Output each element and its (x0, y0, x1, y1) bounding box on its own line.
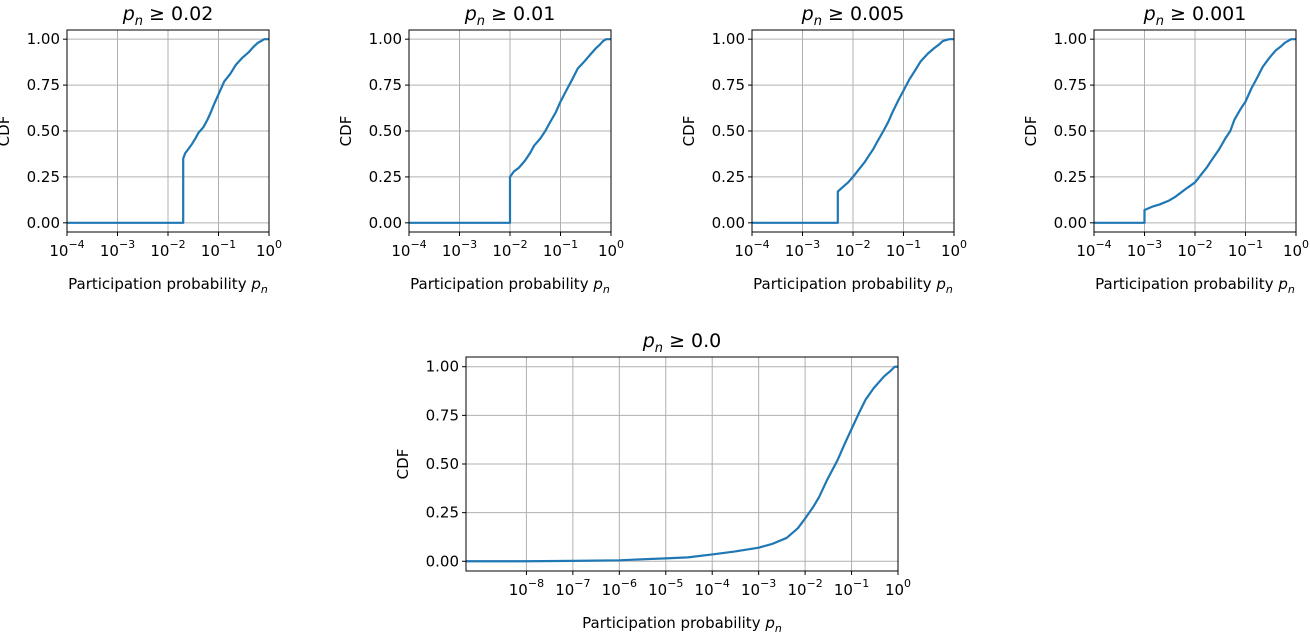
cdf-series-line (67, 38, 269, 224)
x-tick-label: 10−2 (1177, 238, 1212, 260)
plot-frame (1093, 29, 1297, 233)
chart-title: pn ≥ 0.01 (464, 3, 556, 29)
x-tick-label: 10−3 (442, 238, 477, 260)
y-tick-label: 0.00 (369, 214, 402, 232)
x-tick-label: 100 (885, 577, 911, 599)
chart-title: pn ≥ 0.02 (122, 3, 214, 29)
x-tick-label: 10−1 (543, 238, 578, 260)
y-tick-label: 1.00 (426, 358, 459, 376)
chart-title: pn ≥ 0.0 (642, 330, 722, 356)
y-tick-label: 0.00 (712, 214, 745, 232)
x-axis-label: Participation probability pn (68, 275, 268, 296)
y-axis-label: CDF (337, 116, 355, 147)
y-tick-label: 0.25 (27, 168, 60, 186)
plot-frame (408, 29, 612, 233)
chart-5: 0.00 0.25 0.50 0.75 1.00 10−8 10−7 10−6 10−5 10−4… (394, 330, 911, 635)
x-tick-label: 10−7 (555, 577, 590, 599)
cdf-series-line (466, 365, 898, 563)
x-tick-label: 10−3 (1127, 238, 1162, 260)
x-axis-label: Participation probability pn (410, 275, 610, 296)
y-axis-label: CDF (0, 116, 13, 147)
y-axis-label: CDF (394, 449, 412, 480)
plot-frame (66, 29, 270, 233)
x-tick-label: 10−1 (1228, 238, 1263, 260)
y-tick-label: 0.75 (712, 76, 745, 94)
chart-3: 0.00 0.25 0.50 0.75 1.00 10−4 10−3 10−2 10−1 100 p… (680, 3, 967, 296)
y-tick-label: 1.00 (1054, 30, 1087, 48)
y-tick-label: 0.25 (369, 168, 402, 186)
x-tick-label: 10−4 (734, 238, 769, 260)
y-tick-label: 0.25 (1054, 168, 1087, 186)
y-tick-label: 0.75 (426, 406, 459, 424)
y-tick-label: 1.00 (369, 30, 402, 48)
x-tick-label: 10−4 (49, 238, 84, 260)
x-tick-label: 10−2 (492, 238, 527, 260)
y-tick-label: 0.50 (426, 455, 459, 473)
x-tick-label: 10−1 (834, 577, 869, 599)
y-tick-label: 0.50 (369, 122, 402, 140)
x-tick-label: 10−2 (150, 238, 185, 260)
chart-4: 0.00 0.25 0.50 0.75 1.00 10−4 10−3 10−2 10−1 100 p… (1022, 3, 1309, 296)
y-tick-label: 0.75 (1054, 76, 1087, 94)
x-tick-label: 10−5 (648, 577, 683, 599)
x-tick-label: 10−2 (787, 577, 822, 599)
x-tick-label: 10−3 (785, 238, 820, 260)
x-tick-label: 10−4 (391, 238, 426, 260)
x-axis-label: Participation probability pn (582, 614, 782, 635)
x-tick-label: 10−8 (509, 577, 544, 599)
cdf-series-line (752, 38, 954, 224)
cdf-series-line (409, 38, 611, 224)
x-tick-label: 100 (598, 238, 624, 260)
x-tick-label: 10−2 (835, 238, 870, 260)
chart-title: pn ≥ 0.005 (801, 3, 905, 29)
y-tick-label: 0.25 (426, 504, 459, 522)
x-tick-label: 100 (941, 238, 967, 260)
y-tick-label: 1.00 (712, 30, 745, 48)
x-tick-label: 100 (1283, 238, 1309, 260)
x-tick-label: 10−6 (602, 577, 637, 599)
y-tick-label: 0.50 (1054, 122, 1087, 140)
x-tick-label: 100 (256, 238, 282, 260)
x-tick-label: 10−3 (741, 577, 776, 599)
x-tick-label: 10−1 (886, 238, 921, 260)
y-tick-label: 1.00 (27, 30, 60, 48)
y-axis-label: CDF (1022, 116, 1040, 147)
plot-frame (465, 356, 899, 572)
plot-frame (751, 29, 955, 233)
y-tick-label: 0.00 (426, 552, 459, 570)
x-tick-label: 10−4 (1076, 238, 1111, 260)
y-tick-label: 0.50 (712, 122, 745, 140)
y-tick-label: 0.00 (1054, 214, 1087, 232)
y-tick-label: 0.75 (27, 76, 60, 94)
y-axis-label: CDF (680, 116, 698, 147)
x-tick-label: 10−3 (100, 238, 135, 260)
x-tick-label: 10−4 (695, 577, 730, 599)
x-tick-label: 10−1 (201, 238, 236, 260)
y-tick-label: 0.50 (27, 122, 60, 140)
y-tick-label: 0.25 (712, 168, 745, 186)
chart-2: 0.00 0.25 0.50 0.75 1.00 10−4 10−3 10−2 10−1 100 p… (337, 3, 624, 296)
chart-title: pn ≥ 0.001 (1143, 3, 1247, 29)
x-axis-label: Participation probability pn (1095, 275, 1295, 296)
y-tick-label: 0.75 (369, 76, 402, 94)
chart-1: 0.00 0.25 0.50 0.75 1.00 10−4 10−3 10−2 10−1 100 p… (0, 3, 282, 296)
y-tick-label: 0.00 (27, 214, 60, 232)
cdf-series-line (1094, 38, 1296, 224)
x-axis-label: Participation probability pn (753, 275, 953, 296)
